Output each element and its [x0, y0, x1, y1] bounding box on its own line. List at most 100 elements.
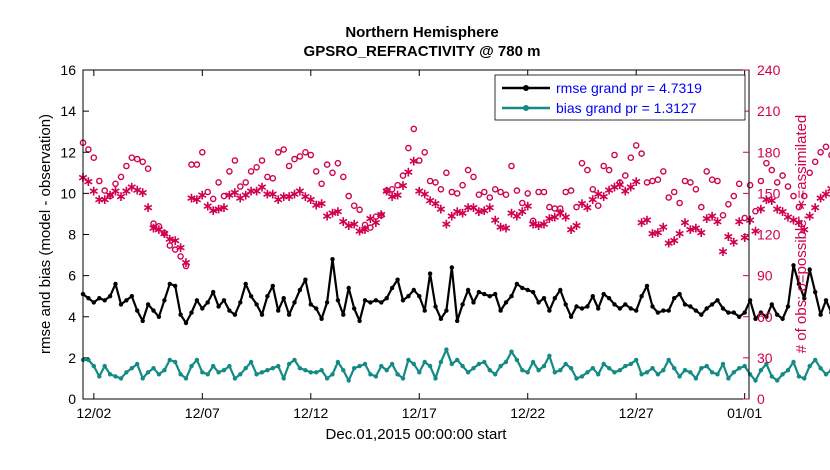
obs-assimilated-marker: ∗ [516, 203, 528, 219]
bias-point [644, 370, 650, 375]
obs-possible-marker [822, 143, 830, 151]
rmse-point [368, 300, 373, 305]
rmse-point [530, 289, 536, 295]
rmse-point [270, 283, 275, 289]
obs-assimilated-marker: ∗ [571, 217, 583, 233]
legend-rmse-label: rmse grand pr = 4.7319 [556, 80, 702, 96]
y-axis-label: rmse and bias (model - observation) [37, 114, 54, 354]
y2-axis-label: # of obs: o=possible; ∗=assimilated [793, 115, 810, 354]
obs-assimilated-marker: ∗ [343, 217, 355, 233]
legend-box [494, 74, 746, 121]
obs-possible-marker [291, 155, 298, 163]
obs-possible-marker [377, 211, 385, 219]
bias-point [346, 378, 351, 383]
bias-point [270, 366, 275, 371]
obs-possible-marker [426, 177, 434, 185]
rmse-point [156, 314, 162, 319]
obs-possible-marker [654, 176, 662, 183]
obs-possible-marker [638, 150, 645, 157]
obs-assimilated-marker: ∗ [142, 199, 154, 215]
obs-possible-marker [773, 179, 781, 186]
rmse-point [384, 296, 389, 301]
obs-assimilated-marker: ∗ [169, 232, 181, 248]
obs-assimilated-marker: ∗ [587, 191, 599, 207]
bias-point [509, 349, 514, 354]
rmse-point [709, 302, 715, 307]
obs-assimilated-marker: ∗ [110, 183, 122, 199]
rmse-point [324, 300, 330, 305]
obs-assimilated-marker: ∗ [267, 185, 279, 201]
bias-point [308, 370, 313, 375]
obs-assimilated-marker: ∗ [609, 179, 621, 195]
x-axis-label: Dec.01,2015 00:00:00 start [326, 426, 508, 443]
obs-assimilated-marker: ∗ [798, 221, 810, 237]
bias-point [579, 374, 585, 379]
obs-possible-marker [811, 158, 819, 166]
obs-assimilated-marker: ∗ [750, 222, 762, 238]
rmse-point [319, 316, 324, 321]
obs-possible-marker [600, 162, 608, 170]
legend-rmse-marker [523, 85, 529, 91]
obs-possible-marker [215, 179, 222, 186]
bias-point [677, 374, 682, 379]
obs-possible-marker [464, 166, 472, 174]
rmse-point [661, 308, 666, 313]
obs-assimilated-marker: ∗ [630, 173, 642, 189]
obs-assimilated-marker: ∗ [657, 218, 669, 234]
obs-assimilated-marker: ∗ [728, 233, 740, 249]
bias-point [699, 366, 704, 371]
bias-point [791, 359, 796, 365]
obs-possible-marker [204, 188, 211, 196]
rmse-point [585, 304, 590, 309]
rmse-point [259, 312, 265, 317]
rmse-point [482, 291, 487, 297]
bias-point [205, 372, 210, 377]
rmse-point [455, 318, 460, 324]
bias-point [151, 366, 156, 371]
obs-assimilated-marker: ∗ [679, 214, 691, 230]
obs-possible-marker [757, 177, 765, 185]
obs-assimilated-marker: ∗ [636, 214, 648, 230]
obs-assimilated-marker: ∗ [88, 183, 100, 199]
obs-assimilated-marker: ∗ [527, 216, 539, 232]
obs-assimilated-marker: ∗ [451, 203, 463, 219]
obs-assimilated-marker: ∗ [262, 185, 274, 201]
obs-possible-marker [470, 173, 477, 181]
obs-possible-marker [437, 185, 445, 193]
rmse-point [818, 312, 823, 317]
rmse-point [308, 302, 313, 307]
y-tick-label: 2 [68, 350, 76, 366]
bias-point [91, 363, 97, 369]
rmse-point [281, 296, 286, 301]
obs-possible-marker [144, 165, 152, 172]
rmse-point [276, 308, 281, 313]
rmse-point [330, 257, 335, 262]
obs-assimilated-marker: ∗ [652, 224, 664, 240]
rmse-point [547, 308, 552, 313]
bias-point [639, 372, 644, 377]
bias-point [297, 366, 303, 371]
obs-assimilated-marker: ∗ [511, 207, 523, 223]
bias-point [389, 361, 395, 367]
obs-possible-marker [280, 146, 288, 153]
y-tick-label: 8 [68, 227, 76, 243]
chart-subtitle: GPSRO_REFRACTIVITY @ 780 m [304, 43, 541, 60]
obs-assimilated-marker: ∗ [159, 225, 171, 241]
rmse-point [335, 298, 341, 303]
obs-assimilated-marker: ∗ [218, 199, 230, 215]
obs-assimilated-marker: ∗ [674, 225, 686, 241]
obs-possible-marker [752, 207, 759, 215]
y-tick-label: 4 [68, 309, 76, 325]
obs-assimilated-marker: ∗ [83, 173, 95, 189]
obs-possible-marker [622, 172, 629, 179]
y2-tick-label: 180 [757, 144, 781, 160]
x-tick-label: 12/27 [619, 405, 654, 421]
y2-tick-label: 0 [757, 391, 765, 407]
obs-possible-marker [616, 179, 624, 186]
bias-point [530, 359, 536, 365]
obs-assimilated-marker: ∗ [554, 205, 566, 221]
y2-tick-label: 30 [757, 350, 773, 366]
bias-point [737, 366, 742, 371]
bias-point [493, 372, 498, 377]
rmse-point [151, 308, 156, 313]
